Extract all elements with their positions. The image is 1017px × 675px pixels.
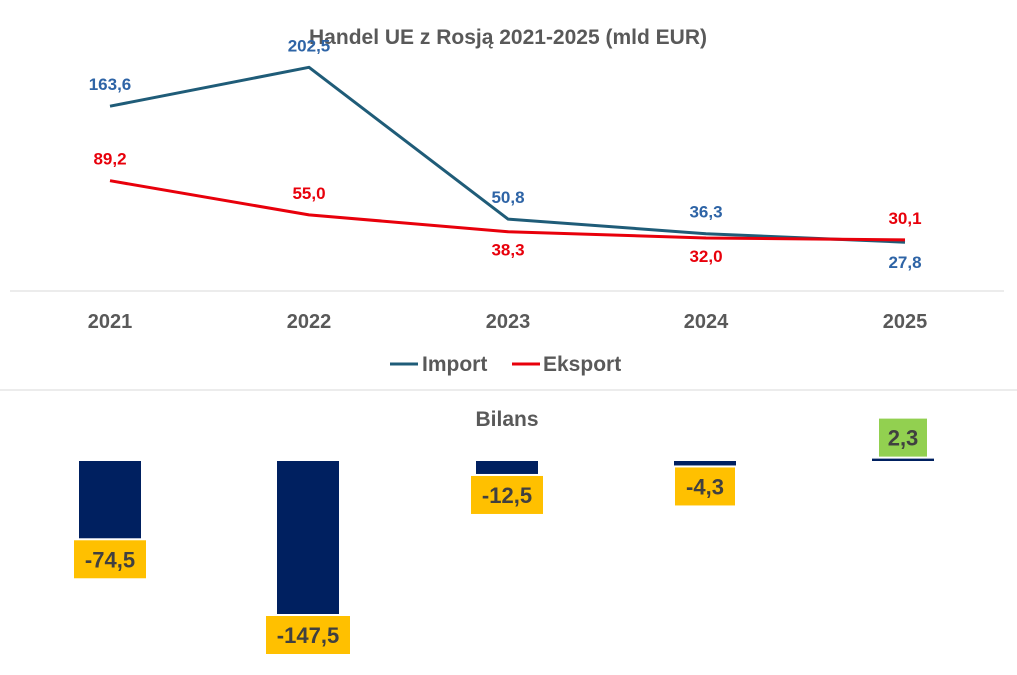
balance-title: Bilans	[475, 408, 538, 431]
data-label-eksport-2022: 55,0	[292, 184, 325, 203]
bar-label-bg-2021	[74, 540, 146, 579]
chart-title: Handel UE z Rosją 2021-2025 (mld EUR)	[309, 26, 707, 49]
x-tick-2023: 2023	[486, 311, 531, 333]
data-label-eksport-2023: 38,3	[491, 241, 524, 260]
bar-2023	[476, 461, 538, 474]
data-label-eksport-2021: 89,2	[93, 150, 126, 169]
bar-2021	[79, 461, 141, 539]
bar-label-bg-2025	[879, 418, 927, 457]
legend-eksport-label: Eksport	[543, 353, 621, 376]
x-tick-2022: 2022	[287, 311, 332, 333]
data-label-import-2021: 163,6	[89, 75, 132, 94]
data-label-eksport-2025: 30,1	[888, 209, 921, 228]
x-tick-2025: 2025	[883, 311, 928, 333]
bar-label-bg-2024	[675, 467, 735, 506]
series-line-eksport	[109, 179, 906, 242]
data-label-import-2025: 27,8	[888, 253, 921, 272]
data-label-import-2022: 202,5	[288, 36, 331, 55]
bar-label-2023: -12,5	[482, 483, 532, 508]
data-label-import-2024: 36,3	[689, 203, 722, 222]
x-tick-2021: 2021	[88, 311, 133, 333]
legend: Import Eksport	[390, 353, 621, 376]
bar-label-2022: -147,5	[277, 623, 339, 648]
balance-bar-chart: Bilans -74,5 -147,5 -12,5 -4,3 2,3	[74, 408, 934, 654]
bar-label-2021: -74,5	[85, 547, 135, 572]
data-label-eksport-2024: 32,0	[689, 247, 722, 266]
bar-label-bg-2023	[471, 475, 543, 514]
bar-2024	[674, 461, 736, 466]
bar-2022	[277, 461, 339, 614]
series-line-import	[109, 65, 906, 244]
bar-label-bg-2022	[266, 616, 350, 654]
bar-2025	[872, 458, 934, 461]
bar-label-2025: 2,3	[888, 426, 919, 451]
x-tick-2024: 2024	[684, 311, 729, 333]
trade-line-chart: Handel UE z Rosją 2021-2025 (mld EUR) 20…	[0, 26, 1017, 391]
data-label-import-2023: 50,8	[491, 188, 524, 207]
bar-label-2024: -4,3	[686, 474, 724, 499]
legend-import-label: Import	[422, 353, 487, 376]
